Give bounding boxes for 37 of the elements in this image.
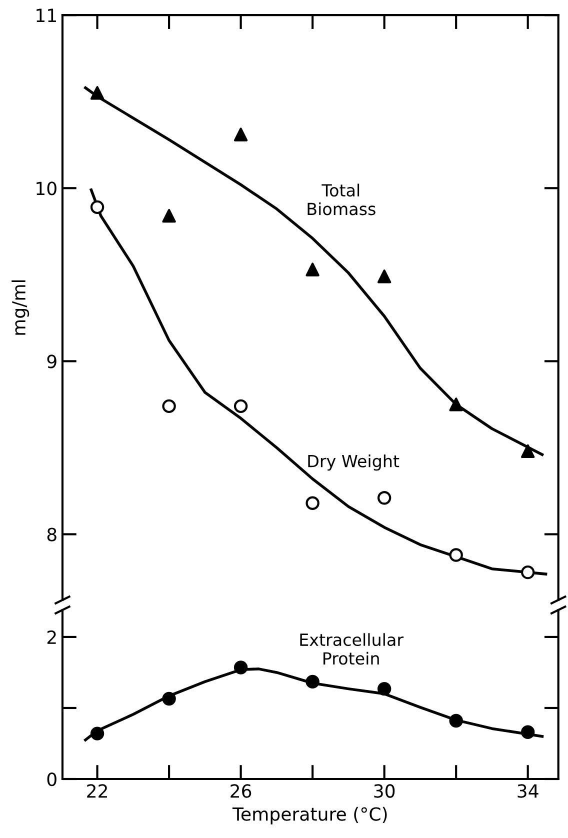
point (162, 692, 176, 706)
x-tick-label: 34 (518, 784, 538, 798)
y-tick-label: 10 (36, 182, 56, 196)
point (234, 128, 248, 142)
point (162, 208, 176, 223)
point (377, 682, 392, 696)
point (234, 660, 248, 674)
x-tick-label: 30 (374, 784, 395, 798)
point (306, 496, 320, 510)
annotation: Dry Weight (308, 454, 400, 471)
y-tick-label: 11 (36, 8, 56, 22)
annotation: Total Biomass (308, 184, 376, 216)
y-tick-label: 2 (47, 630, 56, 644)
y-tick-label: 8 (47, 528, 56, 542)
y-axis-title: mg/ml (12, 280, 30, 335)
x-tick-label: 26 (230, 784, 252, 798)
point (449, 548, 463, 562)
point (520, 444, 535, 458)
point (306, 262, 320, 276)
point (377, 270, 392, 284)
point (306, 674, 320, 689)
point (234, 399, 248, 414)
y-tick-label: 9 (47, 354, 56, 368)
annotation: Extracellular Protein (300, 633, 404, 665)
point (90, 200, 104, 214)
point (90, 86, 104, 100)
point (449, 714, 463, 728)
point (162, 399, 176, 414)
point (520, 565, 535, 580)
point (90, 726, 104, 740)
point (520, 725, 535, 739)
line-series (84, 86, 544, 456)
x-tick-label: 22 (87, 784, 107, 798)
point (449, 398, 463, 412)
x-axis-title: Temperature (°C) (232, 806, 387, 824)
point (377, 491, 392, 505)
y-tick-label: 0 (47, 772, 56, 786)
